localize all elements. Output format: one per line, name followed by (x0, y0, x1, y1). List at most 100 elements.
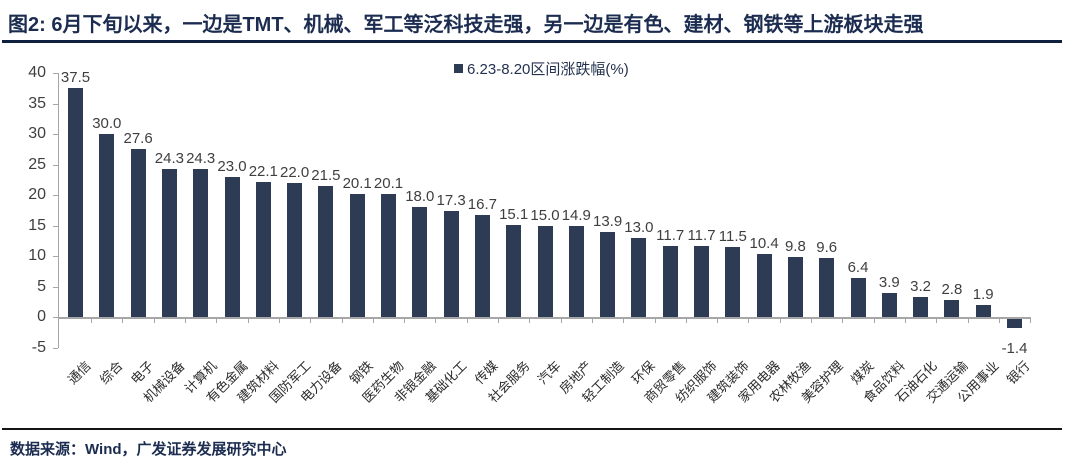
bar-value-label: 17.3 (436, 192, 466, 210)
x-axis-tick (873, 319, 875, 323)
bar (130, 148, 146, 317)
bar (568, 226, 584, 317)
bar-value-label: 15.0 (530, 206, 560, 224)
bar (756, 253, 772, 317)
bar-value-label: 10.4 (749, 234, 779, 252)
x-axis-tick (998, 319, 1000, 323)
y-axis-tick (53, 164, 58, 166)
bar (318, 185, 334, 317)
bar-value-label: 11.7 (687, 226, 716, 244)
y-axis-tick-label: 15 (28, 216, 46, 234)
bar-value-label: 14.9 (561, 207, 591, 225)
bar-value-label: 24.3 (154, 149, 184, 167)
x-axis-tick (842, 319, 844, 323)
x-axis-tick (185, 319, 187, 323)
x-axis-tick (685, 319, 687, 323)
bar (224, 176, 240, 317)
bar (474, 215, 490, 317)
x-axis-tick (341, 319, 343, 323)
bar (662, 245, 678, 317)
bar-value-label: 11.5 (718, 227, 747, 245)
bar (255, 182, 271, 317)
x-axis-tick (216, 319, 218, 323)
y-axis-tick-label: 40 (28, 64, 46, 81)
y-axis-tick (53, 195, 58, 196)
x-axis-line (58, 317, 1031, 319)
y-axis-tick-label: -5 (31, 338, 46, 356)
bar-value-label: 23.0 (217, 157, 247, 175)
x-axis-tick (591, 319, 593, 323)
x-axis-tick (91, 319, 93, 323)
bar (287, 182, 303, 317)
y-axis-tick (53, 256, 58, 257)
bar-value-label: 21.5 (311, 166, 341, 184)
x-axis-tick (122, 319, 124, 323)
bar-value-label: 37.5 (60, 69, 91, 87)
bar (1007, 319, 1022, 328)
x-axis-label: 银行 (1004, 358, 1034, 388)
bar (881, 293, 897, 317)
y-axis-tick-label: 10 (28, 247, 46, 264)
x-axis-tick (372, 319, 374, 323)
bar (694, 245, 709, 317)
bar (68, 88, 83, 317)
legend-label: 6.23-8.20区间涨跌幅(%) (467, 61, 629, 78)
y-axis-tick-label: 25 (28, 155, 46, 173)
bar-value-label: -1.4 (1001, 339, 1028, 357)
x-axis-tick (247, 319, 249, 323)
bar (975, 305, 991, 317)
bar (506, 224, 522, 317)
bar-value-label: 9.8 (784, 238, 806, 256)
y-axis-tick-label: 30 (28, 125, 46, 142)
bar (913, 297, 929, 317)
x-axis-tick (904, 319, 906, 323)
chart-legend: 6.23-8.20区间涨跌幅(%) (454, 58, 629, 79)
x-axis-tick (936, 319, 938, 323)
y-axis-tick (53, 286, 58, 288)
bar (725, 246, 741, 317)
x-axis-tick (278, 319, 280, 323)
y-axis-line (58, 73, 59, 348)
bar (944, 299, 960, 317)
bar-value-label: 3.2 (910, 278, 932, 296)
bar (349, 194, 365, 317)
x-axis-tick (1030, 319, 1032, 323)
x-axis-tick (560, 319, 562, 323)
bar (412, 207, 428, 317)
bar-value-label: 6.4 (847, 258, 869, 276)
x-axis-tick (779, 319, 781, 323)
y-axis-tick (53, 317, 58, 318)
bar (161, 168, 177, 317)
x-axis-tick (404, 319, 406, 323)
bar-value-label: 16.7 (467, 196, 497, 214)
bar-value-label: 18.0 (405, 188, 435, 206)
x-axis-tick (748, 319, 750, 323)
x-axis-tick (529, 319, 531, 323)
bar-value-label: 30.0 (92, 115, 122, 132)
bar-value-label: 13.0 (624, 218, 654, 236)
bar-value-label: 27.6 (123, 129, 153, 147)
x-axis-tick (498, 319, 500, 323)
bar-value-label: 9.6 (816, 239, 838, 257)
bar (193, 168, 209, 317)
y-axis-tick-label: 5 (37, 277, 46, 295)
x-axis-tick (310, 319, 312, 323)
x-axis-label: 综合 (96, 358, 126, 388)
y-axis-tick (53, 225, 58, 227)
bar-value-label: 3.9 (878, 274, 900, 292)
x-axis-tick (623, 319, 625, 323)
figure-title: 图2: 6月下旬以来，一边是TMT、机械、军工等泛科技走强，另一边是有色、建材、… (8, 14, 924, 36)
bar-value-label: 2.8 (941, 280, 963, 298)
bar (600, 232, 616, 317)
bar-value-label: 24.3 (186, 149, 216, 167)
x-axis-tick (967, 319, 969, 323)
bar (381, 194, 396, 317)
y-axis-tick (53, 347, 58, 349)
bar (443, 211, 459, 317)
y-axis-tick-label: 0 (37, 308, 46, 325)
x-axis-tick (435, 319, 437, 323)
data-source: 数据来源：Wind，广发证券发展研究中心 (10, 441, 287, 458)
y-axis-tick-label: 20 (28, 186, 46, 203)
x-axis-tick (654, 319, 656, 323)
title-divider (2, 40, 1062, 43)
